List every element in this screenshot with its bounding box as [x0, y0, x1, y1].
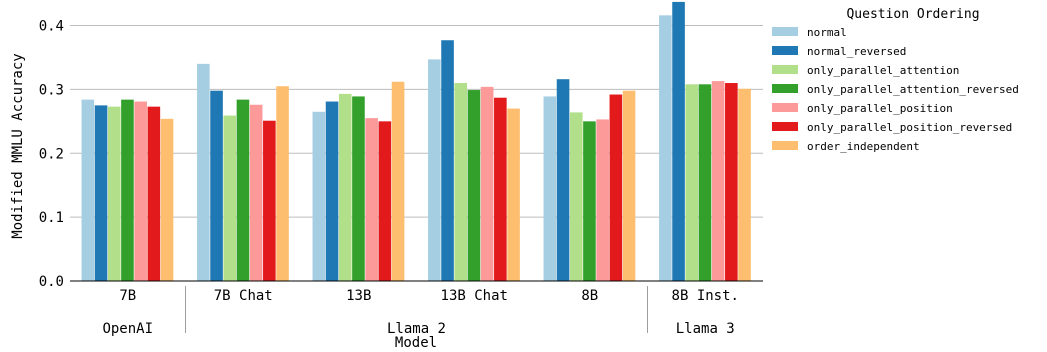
legend-label: normal_reversed: [807, 45, 906, 58]
bar-normal-reversed-1: [210, 90, 223, 281]
bar-normal-reversed-4: [556, 79, 570, 281]
bar-normal-5: [659, 15, 672, 282]
bar-only-parallel-attention-reversed-5: [698, 84, 712, 281]
bar-only-parallel-attention-4: [569, 112, 583, 282]
bar-order-independent-4: [622, 90, 636, 281]
legend-swatch: [772, 27, 798, 36]
bar-only-parallel-position-reversed-3: [494, 97, 507, 282]
bar-only-parallel-attention-reversed-1: [236, 99, 250, 281]
x-tick-label: 13B Chat: [441, 288, 508, 304]
bar-only-parallel-position-reversed-2: [378, 121, 392, 281]
legend-label: only_parallel_attention_reversed: [807, 83, 1019, 96]
bar-only-parallel-attention-1: [223, 115, 237, 281]
legend-swatch: [772, 46, 798, 55]
bar-only-parallel-attention-reversed-0: [121, 99, 134, 281]
bar-normal-0: [81, 99, 95, 281]
bar-only-parallel-attention-reversed-4: [583, 121, 596, 281]
bar-only-parallel-position-1: [249, 104, 263, 282]
legend-swatch: [772, 141, 798, 150]
bar-only-parallel-position-3: [480, 86, 494, 281]
legend: Question Ordering normal normal_reversedo…: [772, 7, 1019, 153]
legend-label: order_independent: [807, 140, 920, 153]
y-tick-label: 0.2: [39, 146, 64, 162]
bar-only-parallel-position-reversed-5: [725, 83, 738, 282]
legend-label: only_parallel_position_reversed: [807, 121, 1012, 134]
bar-only-parallel-position-reversed-1: [263, 120, 276, 281]
legend-swatch: [772, 65, 798, 74]
y-tick-label: 0.4: [39, 19, 64, 35]
group-label: OpenAI: [102, 321, 153, 337]
bar-only-parallel-attention-0: [107, 106, 121, 282]
y-tick-label: 0.1: [39, 210, 64, 226]
bar-order-independent-2: [391, 81, 405, 281]
grid-lines: [70, 25, 763, 218]
bar-order-independent-1: [276, 86, 289, 281]
x-tick-label: 7B: [119, 288, 136, 304]
bar-order-independent-3: [507, 108, 520, 281]
legend-label: only_parallel_position: [807, 102, 953, 115]
bar-only-parallel-position-0: [134, 101, 147, 281]
axes: 0.0 0.1 0.2 0.3 0.4 7B 7B Chat 13B 13B Chat 8B 8B …: [39, 19, 763, 337]
legend-label: only_parallel_attention: [807, 64, 959, 77]
bar-normal-reversed-2: [325, 101, 339, 281]
bar-normal-reversed-5: [672, 1, 685, 281]
bar-order-independent-0: [160, 118, 174, 281]
y-tick-label: 0.3: [39, 82, 64, 98]
legend-label: normal: [807, 26, 847, 39]
y-axis-title: Modified MMLU Accuracy: [10, 53, 26, 238]
legend-title: Question Ordering: [846, 7, 979, 22]
x-tick-label: 7B Chat: [214, 288, 273, 304]
bar-only-parallel-attention-3: [454, 83, 468, 282]
bar-normal-1: [197, 63, 210, 281]
group-label: Llama 2: [387, 321, 446, 337]
bars: [81, 1, 751, 282]
legend-swatch: [772, 122, 798, 131]
y-tick-label: 0.0: [39, 274, 64, 290]
x-tick-label: 13B: [346, 288, 371, 304]
bar-only-parallel-attention-2: [338, 93, 352, 281]
bar-normal-3: [428, 59, 441, 281]
group-label: Llama 3: [676, 321, 735, 337]
bar-normal-4: [543, 96, 557, 282]
bar-only-parallel-attention-reversed-2: [352, 96, 365, 282]
bar-only-parallel-position-5: [711, 81, 725, 281]
bar-normal-reversed-0: [94, 105, 108, 282]
x-tick-label: 8B: [581, 288, 598, 304]
x-tick-label: 8B Inst.: [672, 288, 739, 304]
bar-only-parallel-position-2: [365, 118, 378, 282]
bar-only-parallel-position-4: [596, 119, 609, 282]
bar-only-parallel-position-reversed-4: [609, 94, 623, 282]
bar-only-parallel-attention-5: [685, 84, 699, 281]
bar-normal-reversed-3: [441, 40, 454, 282]
bar-normal-2: [312, 111, 326, 281]
legend-swatch: [772, 84, 798, 93]
bar-order-independent-5: [738, 88, 751, 282]
bar-only-parallel-position-reversed-0: [147, 106, 161, 282]
bar-only-parallel-attention-reversed-3: [467, 90, 481, 281]
legend-swatch: [772, 103, 798, 112]
x-axis-title: Model: [395, 335, 437, 351]
